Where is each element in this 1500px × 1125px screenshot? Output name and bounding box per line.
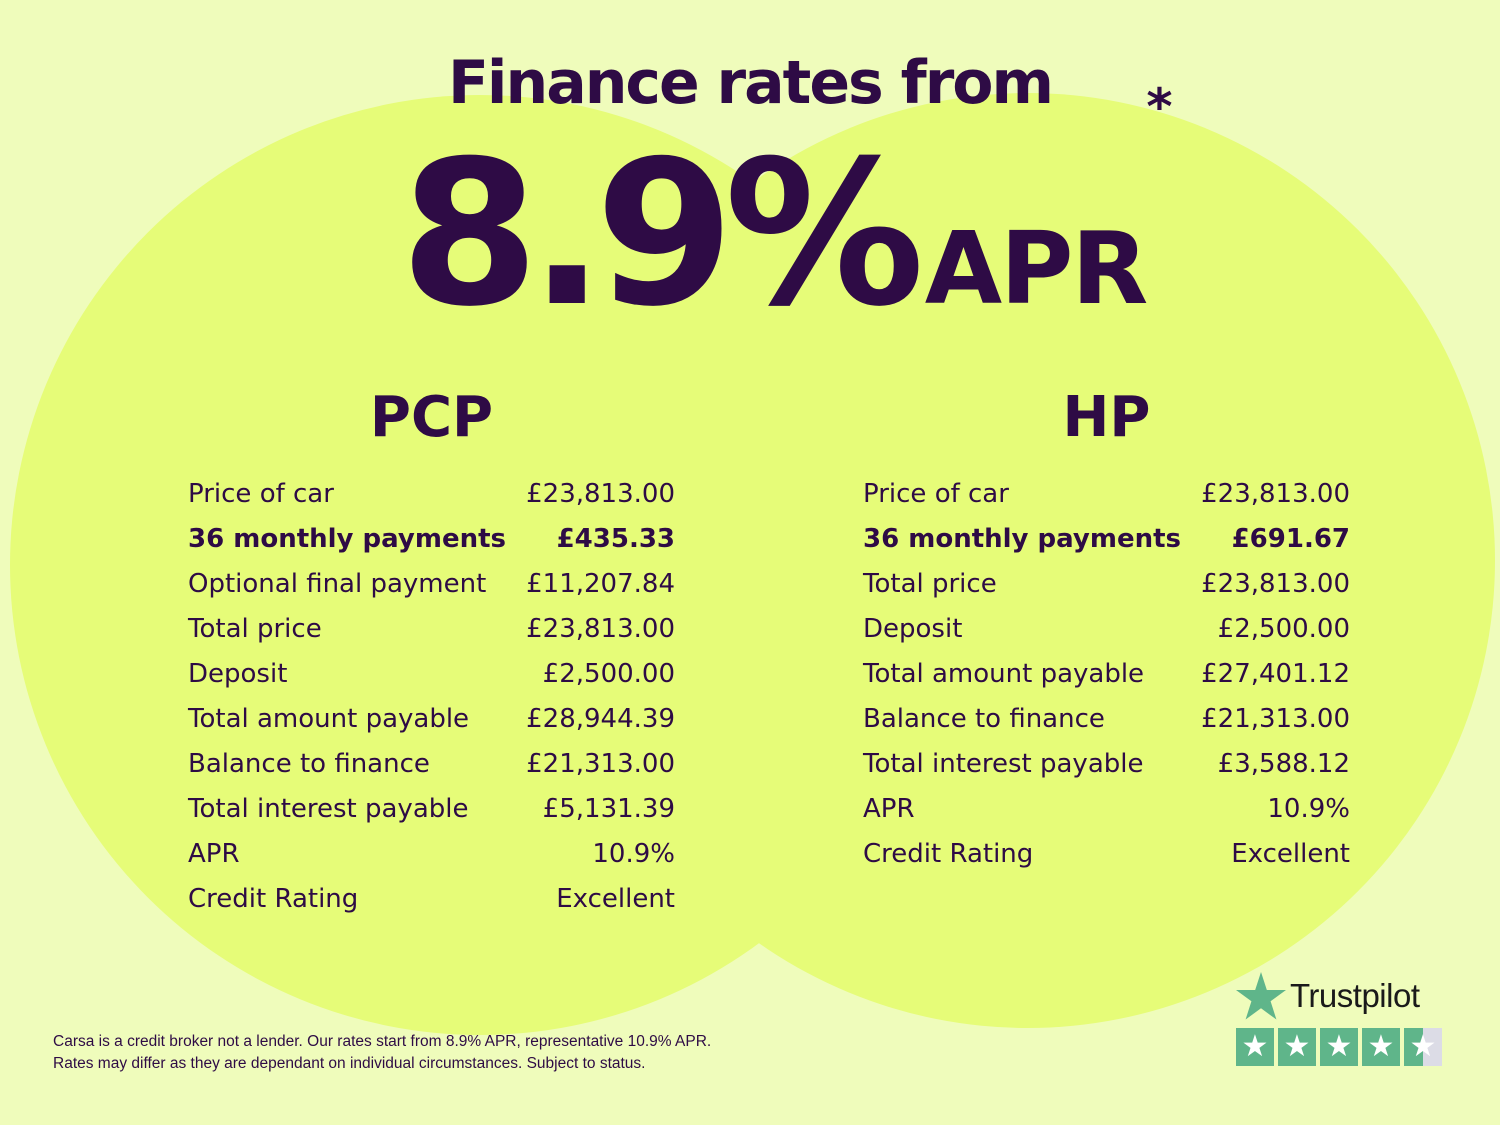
row-value: £5,131.39: [542, 794, 675, 824]
row-label: 36 monthly payments: [863, 524, 1181, 554]
table-row: Deposit £2,500.00: [188, 652, 675, 697]
table-row: APR 10.9%: [188, 832, 675, 877]
row-value: £691.67: [1231, 524, 1350, 554]
row-label: Balance to finance: [188, 749, 430, 779]
row-value: £21,313.00: [526, 749, 675, 779]
page-title: Finance rates from: [447, 48, 1054, 118]
table-row: Balance to finance £21,313.00: [188, 742, 675, 787]
row-label: Total price: [188, 614, 322, 644]
row-value: £23,813.00: [526, 614, 675, 644]
row-value: £2,500.00: [1217, 614, 1350, 644]
row-label: Total amount payable: [188, 704, 470, 734]
row-value: Excellent: [556, 884, 675, 914]
table-row: Credit Rating Excellent: [863, 832, 1350, 877]
row-label: Total amount payable: [863, 659, 1145, 689]
hp-heading: HP: [1062, 385, 1151, 450]
trustpilot-rating: ★ ★ ★ ★ ★: [1236, 1028, 1442, 1066]
star-icon: [1236, 972, 1286, 1020]
rating-star-icon: ★: [1278, 1028, 1316, 1066]
table-row: Optional final payment £11,207.84: [188, 562, 675, 607]
table-row: Deposit £2,500.00: [863, 607, 1350, 652]
row-label: APR: [863, 794, 915, 824]
pcp-table: PCP Price of car £23,813.00 36 monthly pay…: [188, 385, 675, 922]
row-label: Credit Rating: [188, 884, 359, 914]
row-value: £23,813.00: [526, 479, 675, 509]
table-row: APR 10.9%: [863, 787, 1350, 832]
row-label: Optional final payment: [188, 569, 487, 599]
table-row: Total price £23,813.00: [188, 607, 675, 652]
row-value: £28,944.39: [526, 704, 675, 734]
rate-unit: APR: [924, 210, 1149, 327]
table-row: Balance to finance £21,313.00: [863, 697, 1350, 742]
hp-table: HP Price of car £23,813.00 36 monthly paym…: [863, 385, 1350, 877]
row-value: £27,401.12: [1201, 659, 1350, 689]
row-label: 36 monthly payments: [188, 524, 506, 554]
table-row: Total interest payable £3,588.12: [863, 742, 1350, 787]
table-row: 36 monthly payments £691.67: [863, 517, 1350, 562]
row-value: Excellent: [1231, 839, 1350, 869]
row-label: Total interest payable: [188, 794, 469, 824]
table-row: Total interest payable £5,131.39: [188, 787, 675, 832]
rating-star-icon: ★: [1320, 1028, 1358, 1066]
pcp-heading: PCP: [369, 385, 494, 450]
row-value: 10.9%: [592, 839, 675, 869]
row-value: £2,500.00: [542, 659, 675, 689]
table-row: Total amount payable £27,401.12: [863, 652, 1350, 697]
headline-rate: 8.9% APR *: [400, 78, 1173, 351]
row-value: £23,813.00: [1201, 479, 1350, 509]
rating-star-icon: ★: [1362, 1028, 1400, 1066]
row-label: Deposit: [188, 659, 288, 689]
row-label: Deposit: [863, 614, 963, 644]
row-label: Price of car: [188, 479, 334, 509]
row-label: Credit Rating: [863, 839, 1034, 869]
disclaimer-line-1: Carsa is a credit broker not a lender. O…: [53, 1033, 712, 1050]
table-row: Price of car £23,813.00: [188, 472, 675, 517]
trustpilot-name: Trustpilot: [1290, 977, 1420, 1014]
row-label: Balance to finance: [863, 704, 1105, 734]
rate-value: 8.9%: [400, 118, 925, 351]
row-value: £3,588.12: [1217, 749, 1350, 779]
table-row: Credit Rating Excellent: [188, 877, 675, 922]
rating-star-icon: ★: [1236, 1028, 1274, 1066]
table-row: Price of car £23,813.00: [863, 472, 1350, 517]
asterisk: *: [1146, 78, 1173, 136]
disclaimer-line-2: Rates may differ as they are dependant o…: [53, 1055, 646, 1072]
disclaimer: Carsa is a credit broker not a lender. O…: [53, 1031, 711, 1075]
row-value: £11,207.84: [526, 569, 675, 599]
row-value: 10.9%: [1267, 794, 1350, 824]
table-row: Total amount payable £28,944.39: [188, 697, 675, 742]
row-label: Total interest payable: [863, 749, 1144, 779]
row-value: £23,813.00: [1201, 569, 1350, 599]
row-value: £21,313.00: [1201, 704, 1350, 734]
row-label: Total price: [863, 569, 997, 599]
row-value: £435.33: [556, 524, 675, 554]
table-row: 36 monthly payments £435.33: [188, 517, 675, 562]
rating-star-icon: ★: [1404, 1028, 1442, 1066]
row-label: APR: [188, 839, 240, 869]
trustpilot-badge: Trustpilot ★ ★ ★ ★ ★: [1236, 972, 1442, 1066]
table-row: Total price £23,813.00: [863, 562, 1350, 607]
row-label: Price of car: [863, 479, 1009, 509]
background-circle-right: [560, 93, 1495, 1028]
